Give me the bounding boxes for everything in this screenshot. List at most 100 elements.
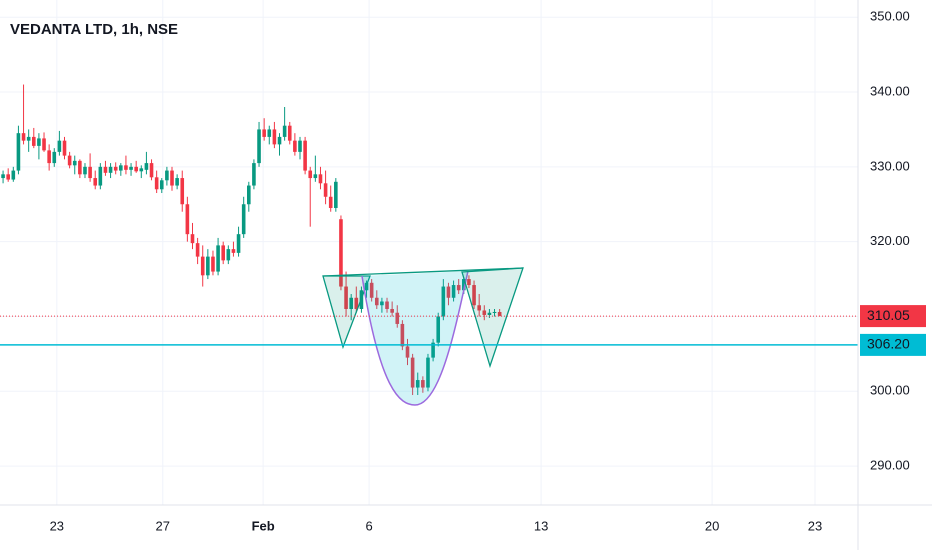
candle-body bbox=[226, 249, 231, 261]
candle-body bbox=[426, 357, 430, 388]
x-tick-label: 6 bbox=[365, 518, 372, 533]
candle-body bbox=[129, 166, 133, 170]
y-tick-label: 350.00 bbox=[870, 9, 910, 24]
candle-body bbox=[323, 183, 328, 197]
candle-body bbox=[293, 140, 297, 152]
candle-body bbox=[42, 138, 46, 151]
x-tick-label: 13 bbox=[534, 518, 548, 533]
candle-body bbox=[236, 234, 241, 253]
candle-body bbox=[170, 170, 174, 186]
candle-body bbox=[134, 166, 138, 172]
candle-body bbox=[472, 285, 476, 306]
candle-body bbox=[149, 163, 154, 178]
candle-body bbox=[211, 256, 215, 272]
candle-body bbox=[497, 311, 502, 317]
drawings bbox=[322, 267, 524, 406]
candle-body bbox=[328, 196, 333, 208]
candle-body bbox=[144, 163, 149, 170]
candle-body bbox=[272, 129, 277, 145]
candle-body bbox=[16, 133, 21, 171]
y-tick-label: 300.00 bbox=[870, 383, 910, 398]
y-tick-label: 330.00 bbox=[870, 158, 910, 173]
triangle-right bbox=[461, 267, 524, 369]
candle-body bbox=[246, 185, 251, 205]
candle-body bbox=[385, 301, 389, 309]
last-price-tag bbox=[860, 305, 926, 328]
candle-body bbox=[93, 178, 98, 186]
chart-title: VEDANTA LTD, 1h, NSE bbox=[10, 21, 178, 38]
candle-body bbox=[482, 310, 487, 315]
candle-body bbox=[318, 174, 323, 184]
x-tick-label: 27 bbox=[156, 518, 170, 533]
candle-body bbox=[72, 160, 77, 166]
candle-body bbox=[98, 166, 103, 186]
candle-body bbox=[175, 178, 179, 186]
candle-body bbox=[415, 380, 420, 388]
candle-body bbox=[456, 285, 461, 291]
candle-body bbox=[446, 286, 451, 298]
candle-body bbox=[257, 129, 261, 164]
candle-body bbox=[380, 301, 384, 306]
candle-body bbox=[462, 279, 466, 291]
candle-body bbox=[190, 234, 195, 244]
candle-body bbox=[492, 311, 497, 313]
last-price-label: 310.05 bbox=[867, 307, 910, 323]
candle-body bbox=[436, 316, 441, 343]
candle-body bbox=[52, 151, 57, 164]
candle-body bbox=[487, 312, 492, 315]
candle-body bbox=[231, 249, 236, 253]
candle-body bbox=[282, 125, 287, 137]
overlay bbox=[0, 315, 858, 346]
candle-body bbox=[159, 180, 164, 190]
candle-body bbox=[313, 174, 318, 179]
candle-body bbox=[374, 297, 379, 306]
candle-body bbox=[216, 245, 220, 272]
candle-body bbox=[400, 323, 405, 347]
candle-body bbox=[303, 140, 307, 171]
candle-body bbox=[431, 342, 435, 358]
candle-body bbox=[277, 136, 282, 145]
candle-body bbox=[1, 174, 5, 179]
hline-tag bbox=[860, 333, 926, 356]
candle-body bbox=[339, 219, 343, 287]
candle-body bbox=[11, 170, 16, 180]
candle-body bbox=[354, 297, 359, 309]
candle-body bbox=[37, 138, 41, 146]
candle-body bbox=[200, 256, 205, 276]
x-tick-label: 20 bbox=[705, 518, 719, 533]
candle-body bbox=[451, 285, 456, 298]
candle-body bbox=[195, 243, 200, 257]
y-tick-label: 340.00 bbox=[870, 83, 910, 98]
candle-body bbox=[21, 133, 26, 141]
x-tick-label: 23 bbox=[50, 518, 64, 533]
candle-body bbox=[405, 346, 410, 358]
candle-body bbox=[441, 286, 446, 317]
candle-body bbox=[267, 129, 272, 137]
candle-body bbox=[369, 282, 374, 298]
candle-body bbox=[287, 125, 292, 141]
hline-label: 306.20 bbox=[867, 336, 910, 352]
candle-body bbox=[241, 204, 246, 235]
candle-body bbox=[180, 178, 185, 205]
candle-body bbox=[477, 305, 481, 311]
candle-body bbox=[262, 129, 266, 137]
x-tick-label: 23 bbox=[808, 518, 822, 533]
candle-body bbox=[252, 163, 256, 186]
candle-body bbox=[421, 380, 425, 388]
neckline bbox=[322, 267, 524, 277]
candle-body bbox=[390, 308, 394, 313]
candle-body bbox=[206, 256, 210, 276]
candle-body bbox=[395, 312, 400, 324]
candle-body bbox=[108, 166, 113, 173]
y-tick-label: 290.00 bbox=[870, 458, 910, 473]
candle-body bbox=[62, 140, 67, 156]
candle-body bbox=[334, 181, 338, 208]
candle-body bbox=[113, 166, 118, 171]
candle-body bbox=[308, 170, 313, 179]
candle-body bbox=[6, 174, 10, 180]
candle-body bbox=[165, 170, 169, 181]
triangle-left bbox=[322, 275, 371, 350]
candle-body bbox=[31, 136, 36, 146]
candle-body bbox=[349, 297, 353, 309]
y-tick-label: 320.00 bbox=[870, 233, 910, 248]
